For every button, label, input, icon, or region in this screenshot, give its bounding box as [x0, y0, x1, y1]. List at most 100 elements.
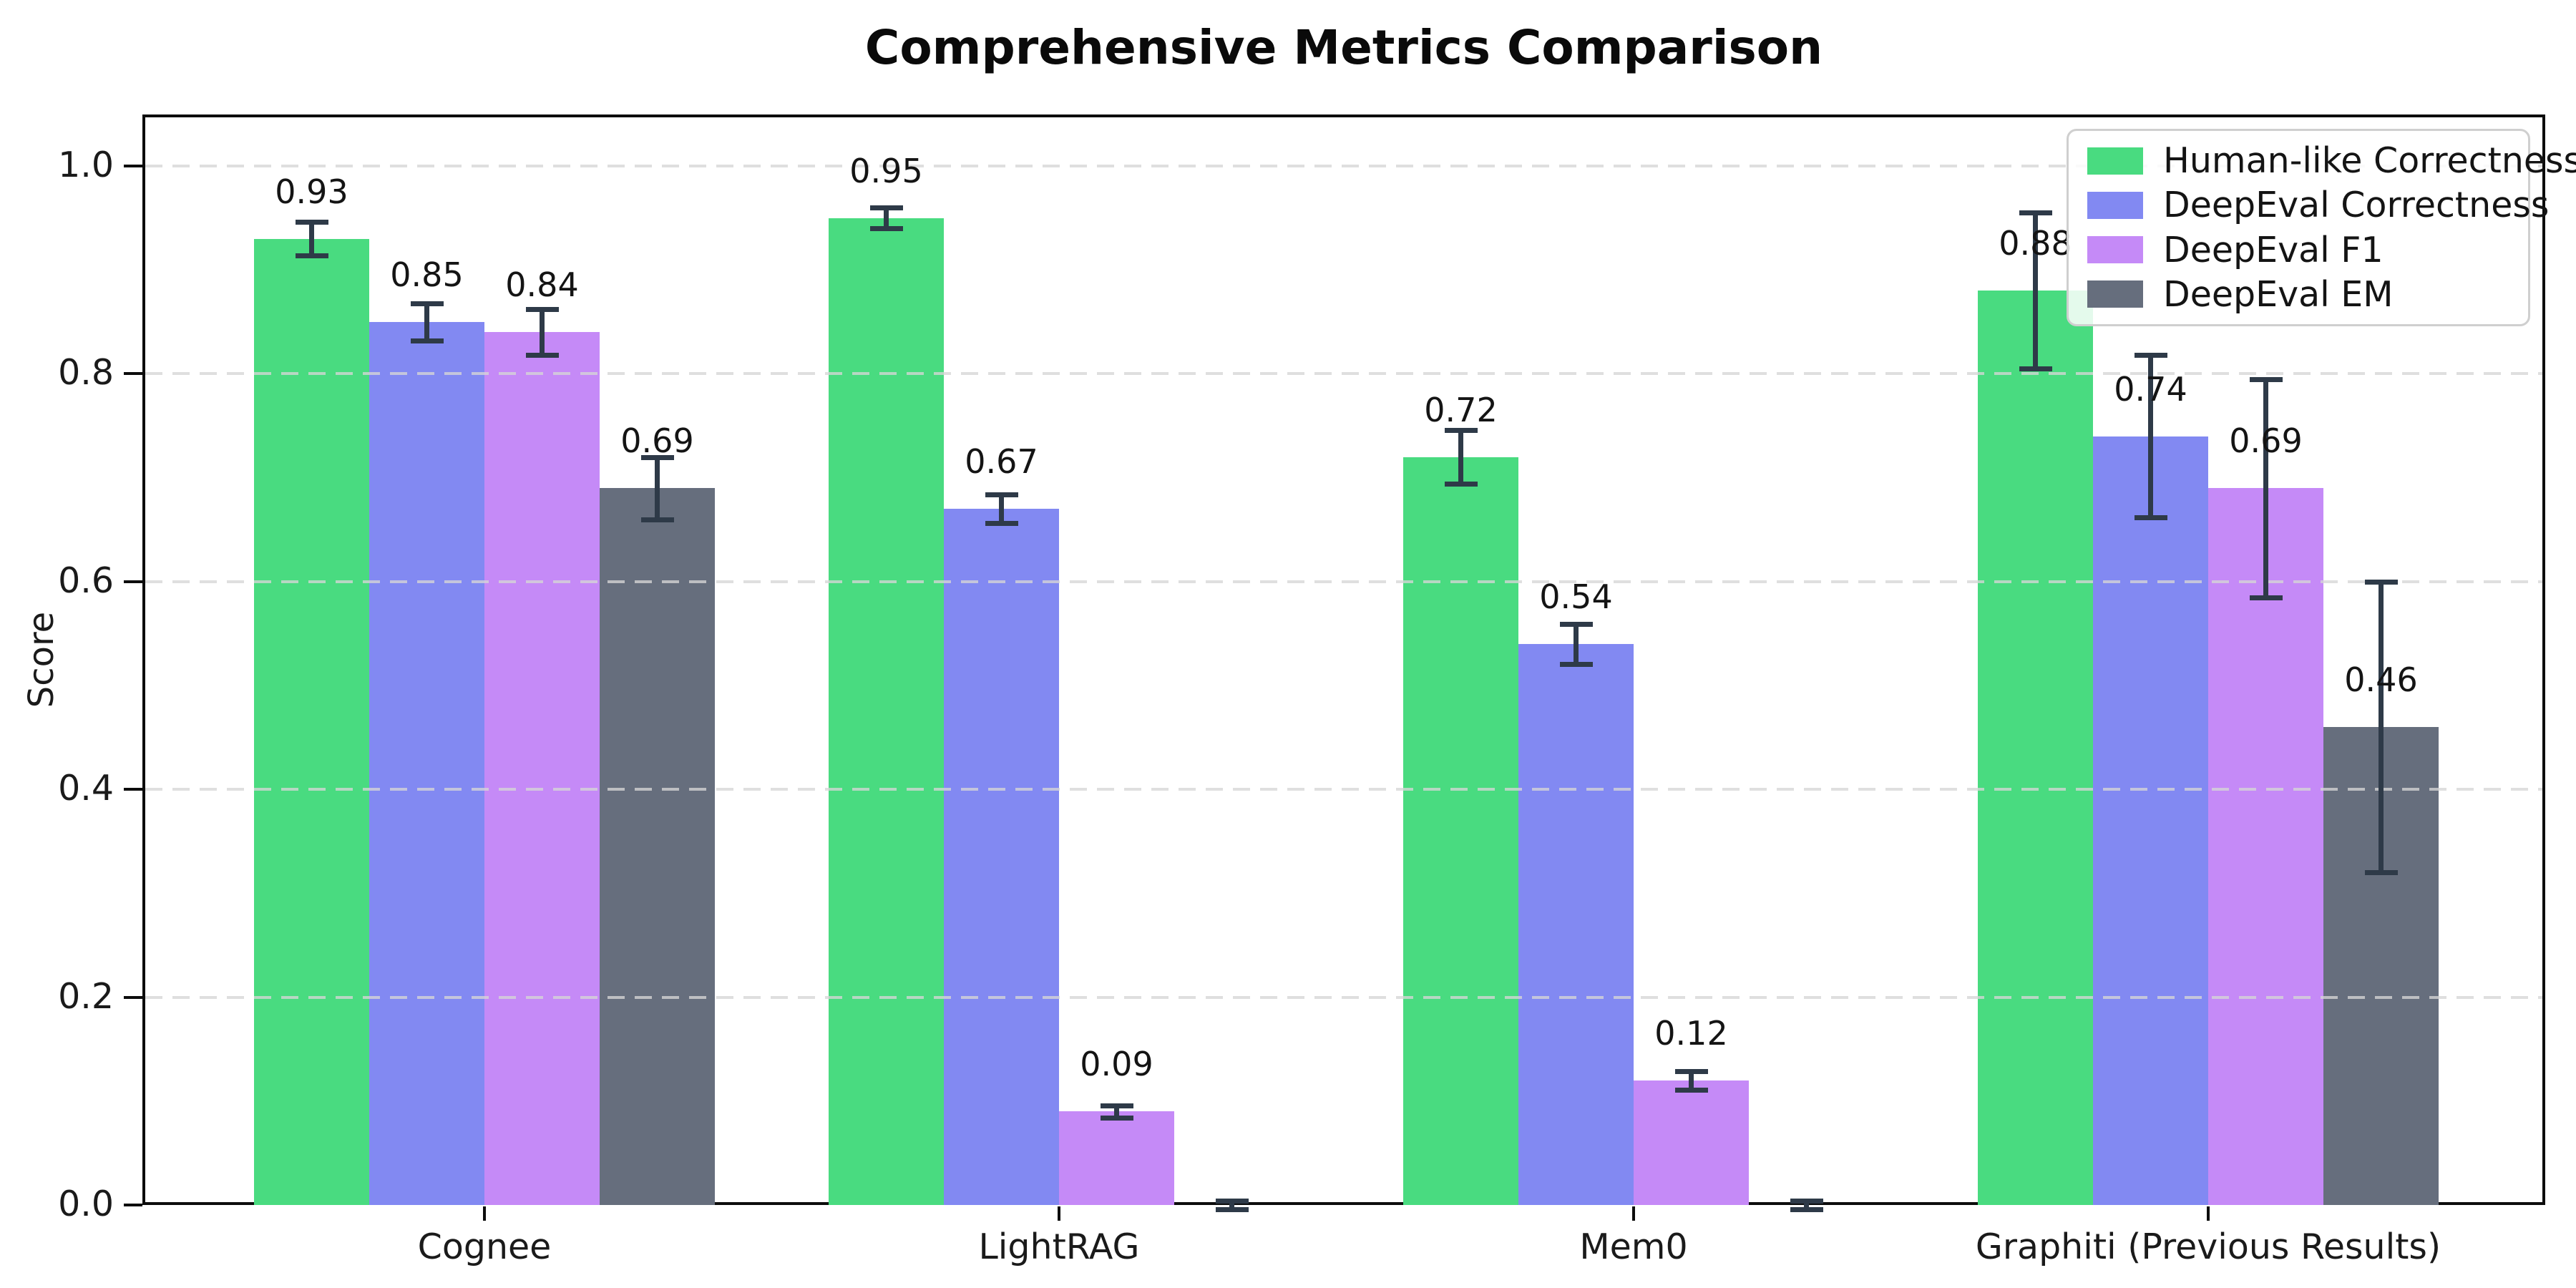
error-bar-line: [2033, 213, 2038, 369]
y-tick-mark: [124, 1204, 142, 1206]
legend-item: Human-like Correctness: [2087, 140, 2576, 181]
error-bar-cap-top: [2134, 353, 2167, 358]
error-bar-line: [424, 303, 429, 341]
y-tick-label: 0.4: [58, 768, 114, 809]
error-bar-cap-bottom: [1790, 1206, 1823, 1212]
error-bar-cap-bottom: [525, 353, 559, 358]
bar-deepeval-f1-mem0: [1634, 1080, 1749, 1205]
y-tick-mark: [124, 995, 142, 999]
legend-swatch-icon: [2087, 147, 2143, 175]
error-bar-line: [999, 494, 1004, 524]
bar-human-like-correctness-cognee: [254, 239, 369, 1205]
error-bar-line: [2263, 379, 2268, 597]
error-bar-cap-top: [2019, 210, 2052, 216]
bar-value-label: 0.09: [1080, 1045, 1153, 1084]
bar-value-label: 0.69: [2229, 421, 2303, 461]
error-bar-cap-bottom: [2019, 366, 2052, 372]
y-tick-label: 0.2: [58, 975, 114, 1017]
x-tick-label-3: Mem0: [1579, 1226, 1688, 1267]
error-bar-cap-bottom: [869, 226, 903, 232]
x-tick-label-1: Cognee: [417, 1226, 552, 1267]
bar-value-label: 0.74: [2114, 369, 2187, 409]
error-bar-cap-bottom: [1444, 482, 1478, 487]
error-bar-line: [309, 222, 314, 255]
error-bar-line: [1574, 624, 1579, 664]
error-bar-line: [1689, 1070, 1694, 1090]
y-axis-label: Score: [21, 611, 62, 708]
bar-value-label: 0.54: [1539, 577, 1613, 616]
error-bar-cap-top: [1674, 1068, 1708, 1074]
bar-value-label: 0.88: [1999, 224, 2072, 263]
error-bar-cap-bottom: [410, 338, 444, 343]
error-bar-cap-bottom: [295, 253, 328, 258]
bar-deepeval-correctness-lightrag: [944, 509, 1059, 1205]
error-bar-cap-top: [525, 307, 559, 313]
x-tick-label-4: Graphiti (Previous Results): [1975, 1226, 2441, 1267]
bar-value-label: 0.72: [1424, 390, 1498, 429]
bar-deepeval-correctness-graphiti-previous-results-: [2093, 436, 2208, 1205]
error-bar-cap-bottom: [2134, 514, 2167, 520]
y-tick-label: 0.6: [58, 560, 114, 601]
error-bar-cap-top: [1444, 427, 1478, 433]
bar-value-label: 0.67: [965, 442, 1038, 482]
error-bar-cap-bottom: [1215, 1206, 1249, 1212]
legend-label: DeepEval EM: [2163, 273, 2394, 315]
x-tick-mark: [1632, 1206, 1635, 1221]
error-bar-cap-top: [1559, 622, 1593, 628]
x-tick-mark: [1058, 1206, 1060, 1221]
y-tick-mark: [124, 372, 142, 376]
x-tick-mark: [2207, 1206, 2210, 1221]
legend-label: Human-like Correctness: [2163, 140, 2576, 182]
bar-human-like-correctness-mem0: [1403, 457, 1518, 1205]
error-bar-cap-top: [1100, 1103, 1133, 1108]
error-bar-cap-bottom: [1559, 661, 1593, 667]
y-tick-mark: [124, 165, 142, 167]
error-bar-line: [1229, 1201, 1234, 1209]
error-bar-cap-bottom: [2364, 870, 2398, 876]
error-bar-cap-top: [640, 454, 674, 460]
y-tick-label: 0.8: [58, 352, 114, 394]
bar-deepeval-f1-graphiti-previous-results-: [2208, 488, 2323, 1205]
legend-item: DeepEval EM: [2087, 274, 2509, 315]
bar-value-label: 0.46: [2344, 660, 2418, 700]
x-tick-label-2: LightRAG: [978, 1226, 1140, 1267]
bar-deepeval-em-cognee: [600, 488, 715, 1205]
error-bar-cap-top: [2364, 579, 2398, 585]
legend-swatch-icon: [2087, 191, 2143, 219]
y-tick-label: 1.0: [58, 145, 114, 185]
error-bar-cap-bottom: [985, 521, 1018, 527]
error-bar-cap-bottom: [1100, 1116, 1133, 1121]
error-bar-line: [655, 457, 660, 519]
legend-item: DeepEval F1: [2087, 230, 2509, 270]
bar-human-like-correctness-graphiti-previous-results-: [1978, 291, 2093, 1205]
error-bar-cap-bottom: [640, 517, 674, 522]
error-bar-line: [540, 309, 545, 356]
error-bar-line: [1804, 1201, 1809, 1209]
error-bar-line: [2379, 581, 2384, 873]
plot-area: [142, 114, 2545, 1205]
error-bar-cap-top: [1790, 1199, 1823, 1204]
error-bar-line: [2148, 355, 2153, 517]
bar-deepeval-f1-lightrag: [1059, 1111, 1174, 1205]
error-bar-cap-top: [410, 301, 444, 306]
error-bar-cap-top: [985, 492, 1018, 497]
error-bar-cap-top: [295, 220, 328, 225]
y-tick-label: 0.0: [58, 1184, 114, 1224]
error-bar-cap-top: [2249, 376, 2283, 382]
error-bar-cap-top: [1215, 1199, 1249, 1204]
bar-value-label: 0.84: [505, 265, 579, 305]
bar-value-label: 0.69: [620, 421, 694, 461]
error-bar-line: [1114, 1105, 1119, 1118]
legend-swatch-icon: [2087, 280, 2143, 308]
bar-value-label: 0.85: [390, 255, 464, 294]
legend-label: DeepEval F1: [2163, 229, 2384, 270]
y-tick-mark: [124, 580, 142, 583]
bar-value-label: 0.95: [849, 151, 923, 190]
error-bar-line: [1458, 429, 1463, 484]
y-tick-mark: [124, 788, 142, 791]
bar-deepeval-correctness-mem0: [1518, 644, 1634, 1205]
bar-deepeval-f1-cognee: [484, 332, 600, 1205]
legend-label: DeepEval Correctness: [2163, 185, 2550, 226]
bar-value-label: 0.12: [1654, 1013, 1728, 1053]
